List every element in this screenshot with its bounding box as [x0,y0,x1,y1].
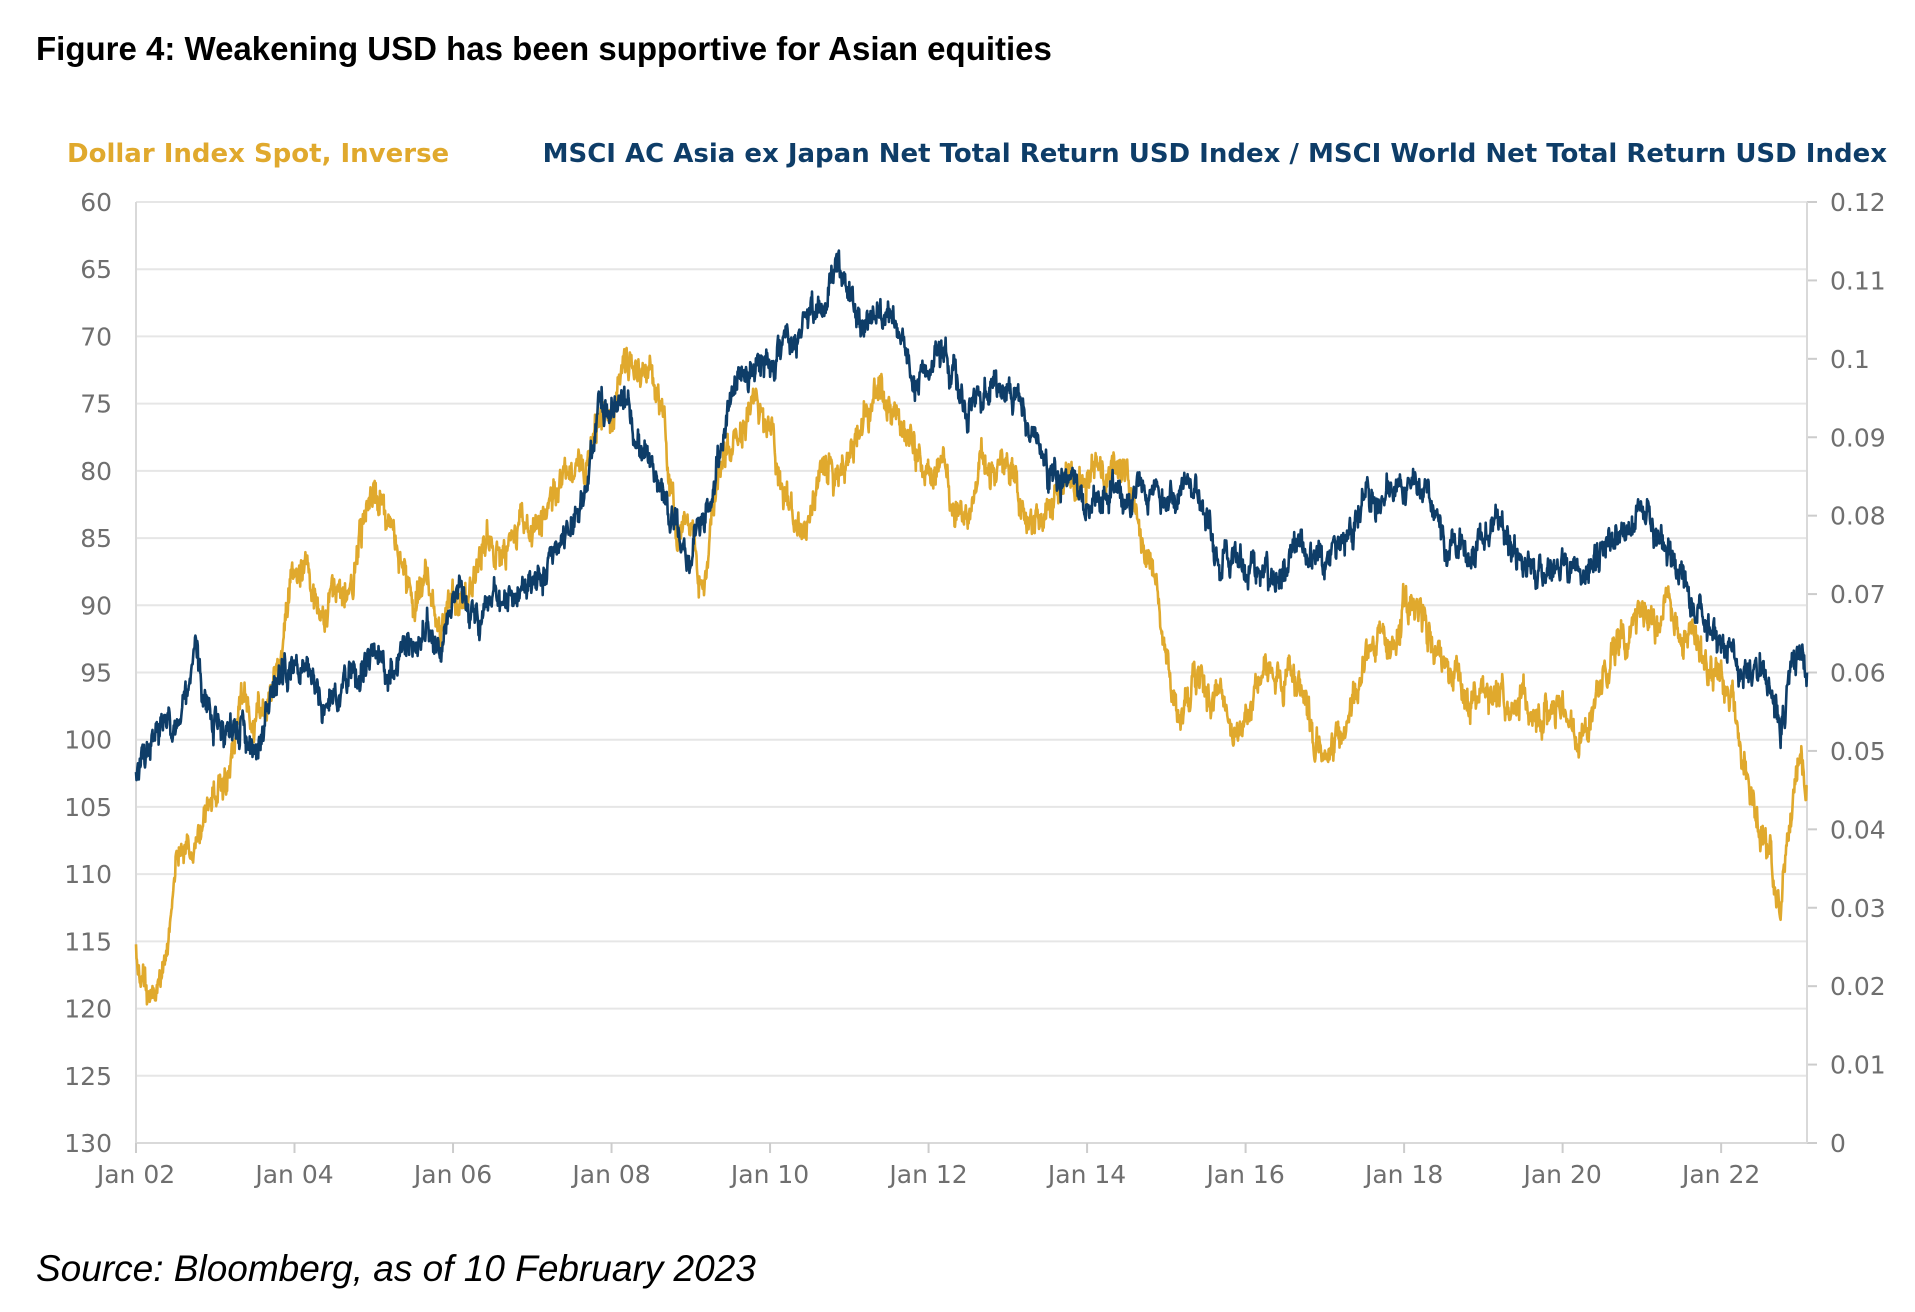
right-axis-tick-label: 0.11 [1830,266,1886,295]
right-axis-tick-label: 0.06 [1830,659,1886,688]
left-axis-tick-label: 90 [80,591,112,620]
left-axis-tick-label: 115 [64,927,112,956]
x-axis-tick-label: Jan 16 [1204,1160,1284,1189]
x-axis-tick-label: Jan 08 [570,1160,650,1189]
right-axis-tick-label: 0.08 [1830,502,1886,531]
left-axis-tick-label: 100 [64,726,112,755]
legend-msci-ratio: MSCI AC Asia ex Japan Net Total Return U… [543,139,1888,169]
right-axis-tick-label: 0.04 [1830,815,1886,844]
left-axis-tick-label: 120 [64,995,112,1024]
series-lines [134,249,1809,1006]
gridlines [136,201,1807,1144]
right-axis-tick-label: 0.02 [1830,972,1886,1001]
left-axis-tick-label: 85 [80,524,112,553]
left-axis-tick-label: 75 [80,390,112,419]
right-axis-tick-label: 0.09 [1830,423,1886,452]
x-axis-tick-label: Jan 10 [729,1160,809,1189]
left-axis-tick-label: 95 [80,659,112,688]
left-axis-tick-label: 70 [80,322,112,351]
x-axis-tick-label: Jan 22 [1680,1160,1760,1189]
x-axis-tick-label: Jan 06 [412,1160,492,1189]
right-axis-tick-label: 0 [1830,1129,1846,1158]
x-axis-tick-label: Jan 12 [887,1160,967,1189]
x-axis-tick-label: Jan 02 [95,1160,175,1189]
right-axis-tick-label: 0.07 [1830,580,1886,609]
right-axis-tick-label: 0.05 [1830,737,1886,766]
left-axis-tick-label: 80 [80,457,112,486]
left-axis-tick-label: 105 [64,793,112,822]
right-axis-tick-label: 0.12 [1830,188,1886,217]
right-axis-tick-label: 0.03 [1830,894,1886,923]
left-axis-tick-label: 65 [80,255,112,284]
left-axis-tick-label: 60 [80,188,112,217]
right-axis-tick-label: 0.1 [1830,345,1870,374]
legend-dollar-index: Dollar Index Spot, Inverse [67,139,449,169]
right-axis-tick-label: 0.01 [1830,1051,1886,1080]
left-axis-tick-label: 125 [64,1062,112,1091]
series-line-dollar-index [134,346,1809,1006]
left-axis-tick-label: 130 [64,1129,112,1158]
left-axis-tick-label: 110 [64,860,112,889]
figure-title: Figure 4: Weakening USD has been support… [36,30,1052,67]
series-line-msci-ratio [134,249,1809,782]
x-axis-tick-label: Jan 18 [1363,1160,1443,1189]
source-note: Source: Bloomberg, as of 10 February 202… [36,1248,756,1289]
x-axis-tick-label: Jan 14 [1046,1160,1126,1189]
x-axis-tick-label: Jan 20 [1521,1160,1601,1189]
x-axis-tick-label: Jan 04 [253,1160,333,1189]
axes: 60 65 70 75 80 85 90 95 100 105 110 115 120 125 130 0.1… [64,188,1885,1189]
